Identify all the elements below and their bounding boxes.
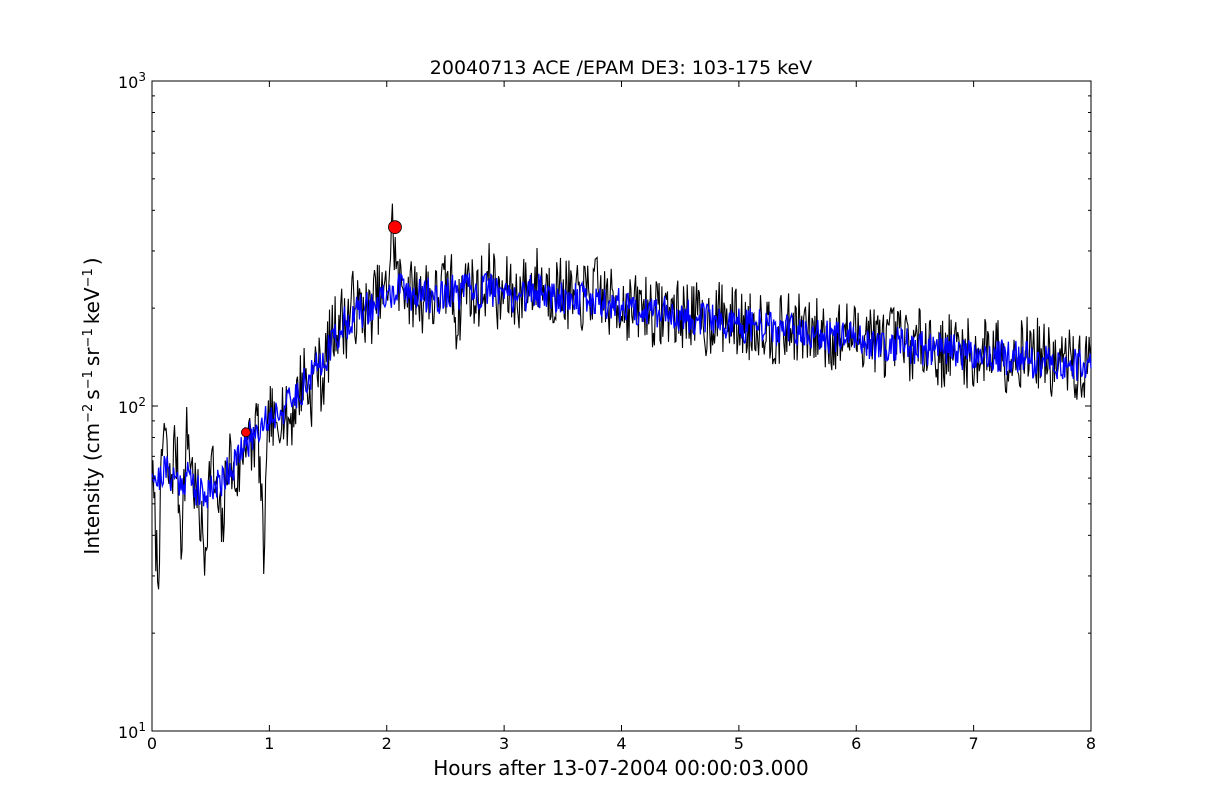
x-tick-label: 0	[147, 734, 157, 753]
event-marker-2	[388, 220, 402, 235]
y-axis-title-prefix: Intensity (cm	[80, 423, 104, 555]
y-axis-title-suffix: )	[80, 257, 104, 265]
x-tick-label: 7	[969, 734, 979, 753]
marker-layer	[240, 220, 402, 438]
x-tick-label: 2	[382, 734, 392, 753]
chart-title: 20040713 ACE /EPAM DE3: 103-175 keV	[430, 57, 812, 79]
x-axis-title: Hours after 13-07-2004 00:00:03.000	[433, 756, 809, 780]
y-axis-title-exp4: −1	[81, 268, 96, 287]
x-tick-label: 6	[851, 734, 861, 753]
y-tick-label: 102	[118, 395, 146, 417]
y-tick-label-base: 10	[118, 723, 138, 742]
y-axis-title-unit-kev: keV	[80, 287, 104, 324]
x-tick-label: 8	[1086, 734, 1096, 753]
y-tick-label-exp: 3	[138, 70, 146, 84]
x-tick-label: 4	[616, 734, 626, 753]
series-layer	[151, 203, 1092, 590]
y-tick-label-base: 10	[118, 398, 138, 417]
event-marker-1	[240, 427, 251, 438]
y-axis-title-exp1: −2	[81, 404, 96, 423]
y-tick-label-exp: 2	[138, 395, 146, 409]
y-axis-title-unit-sr: sr	[80, 347, 104, 366]
y-tick-label: 103	[118, 70, 146, 92]
y-tick-label-base: 10	[118, 73, 138, 92]
y-axis-title-exp2: −1	[81, 370, 96, 389]
x-tick-label: 3	[499, 734, 509, 753]
x-tick-label: 1	[264, 734, 274, 753]
plot-frame	[151, 80, 1092, 732]
y-tick-label: 101	[118, 720, 146, 742]
y-axis-title-unit-s: s	[80, 389, 104, 399]
x-tick-labels: 0 1 2 3 4 5 6 7 8	[147, 734, 1096, 753]
y-axis-title-exp3: −1	[81, 328, 96, 347]
x-tick-label: 5	[734, 734, 744, 753]
ticks-layer	[151, 80, 1092, 732]
series-line-smoothed	[151, 272, 1092, 509]
y-tick-label-exp: 1	[138, 720, 146, 734]
y-axis-title: Intensity (cm−2s−1sr−1keV−1)	[80, 257, 104, 554]
